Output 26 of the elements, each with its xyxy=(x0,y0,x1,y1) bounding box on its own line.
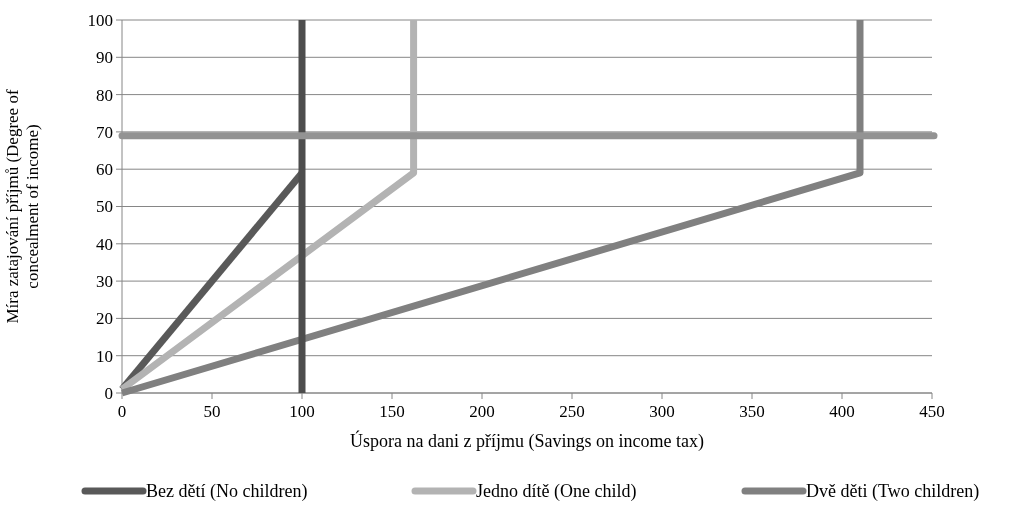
y-tick-label: 10 xyxy=(96,346,113,366)
y-tick-label: 40 xyxy=(96,234,113,254)
y-tick-label: 100 xyxy=(87,10,113,30)
x-tick-label: 50 xyxy=(203,402,221,421)
y-tick-label: 80 xyxy=(96,85,113,105)
legend-label: Bez dětí (No children) xyxy=(146,481,308,502)
x-tick-label: 100 xyxy=(289,402,315,421)
y-tick-label: 20 xyxy=(96,309,113,329)
y-tick-label: 0 xyxy=(104,383,113,403)
y-tick-label: 90 xyxy=(96,48,113,68)
y-tick-label: 30 xyxy=(96,272,113,292)
y-tick-label: 50 xyxy=(96,197,113,217)
x-tick-label: 450 xyxy=(919,402,945,421)
legend-label: Jedno dítě (One child) xyxy=(476,481,637,502)
x-tick-label: 400 xyxy=(829,402,855,421)
y-axis-title: Míra zatajování příjmů (Degree of concealment of income) xyxy=(3,89,42,324)
x-tick-label: 150 xyxy=(379,402,405,421)
x-tick-label: 0 xyxy=(117,402,127,421)
x-tick-label: 200 xyxy=(469,402,495,421)
y-tick-label: 70 xyxy=(96,122,113,142)
x-tick-label: 300 xyxy=(649,402,675,421)
y-tick-label: 60 xyxy=(96,160,113,180)
legend-label: Dvě děti (Two children) xyxy=(806,481,980,502)
x-tick-label: 250 xyxy=(559,402,585,421)
x-axis-title: Úspora na dani z příjmu (Savings on income tax) xyxy=(350,430,704,452)
x-tick-label: 350 xyxy=(739,402,765,421)
